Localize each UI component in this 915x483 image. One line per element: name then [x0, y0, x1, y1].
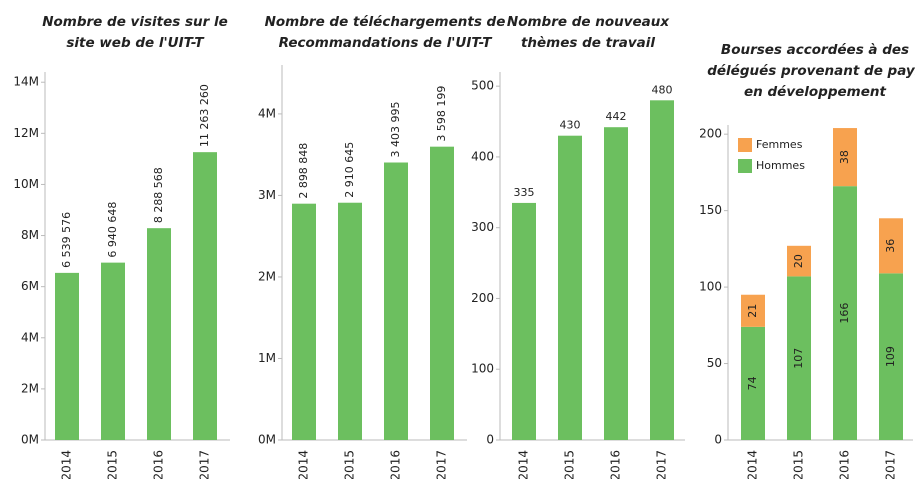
bar-segment	[741, 326, 765, 440]
x-tick-label: 2015	[792, 450, 806, 479]
bar	[55, 272, 79, 440]
value-label: 166	[838, 303, 851, 324]
value-label: 8 288 568	[152, 167, 165, 223]
y-tick-label: 6M	[21, 279, 39, 293]
value-label: 74	[746, 376, 759, 390]
bar-segment	[741, 294, 765, 327]
legend-swatch	[738, 138, 752, 152]
chart-title: Bourses accordées à des	[721, 42, 909, 58]
bar	[147, 228, 171, 440]
y-tick-label: 2M	[21, 381, 39, 395]
y-tick-label: 200	[699, 127, 722, 141]
x-tick-label: 2014	[517, 450, 531, 479]
legend-swatch	[738, 159, 752, 173]
legend-label: Femmes	[756, 138, 803, 151]
bar-segment	[879, 273, 903, 440]
value-label: 107	[792, 348, 805, 369]
y-tick-label: 500	[471, 79, 494, 93]
value-label: 3 598 199	[435, 86, 448, 142]
y-tick-label: 3M	[258, 188, 276, 202]
value-label: 430	[560, 119, 581, 132]
chart-title: site web de l'UIT-T	[66, 35, 205, 51]
bar	[430, 146, 454, 440]
y-tick-label: 50	[707, 356, 722, 370]
y-tick-label: 100	[699, 280, 722, 294]
y-tick-label: 300	[471, 220, 494, 234]
bar	[650, 100, 674, 441]
bar	[384, 162, 408, 440]
chart-title: Nombre de nouveaux	[507, 14, 671, 30]
value-label: 335	[514, 186, 535, 199]
value-label: 2 898 848	[297, 143, 310, 199]
x-tick-label: 2016	[609, 450, 623, 479]
x-tick-label: 2017	[884, 450, 898, 479]
y-tick-label: 4M	[21, 330, 39, 344]
chart-title: Recommandations de l'UIT-T	[279, 35, 494, 51]
value-label: 6 539 576	[60, 212, 73, 268]
x-tick-label: 2017	[655, 450, 669, 479]
bar	[292, 203, 316, 440]
bar-segment	[879, 218, 903, 274]
x-tick-label: 2014	[297, 450, 311, 479]
legend-label: Hommes	[756, 159, 805, 172]
y-tick-label: 2M	[258, 269, 276, 283]
chart-title: thèmes de travail	[521, 35, 655, 51]
y-tick-label: 14M	[13, 75, 39, 89]
y-tick-label: 400	[471, 149, 494, 163]
y-tick-label: 0M	[21, 433, 39, 447]
value-label: 36	[884, 239, 897, 253]
y-tick-label: 0	[714, 433, 722, 447]
y-tick-label: 1M	[258, 351, 276, 365]
y-tick-label: 4M	[258, 106, 276, 120]
y-tick-label: 0M	[258, 433, 276, 447]
x-tick-label: 2016	[389, 450, 403, 479]
x-tick-label: 2015	[106, 450, 120, 479]
y-tick-label: 150	[699, 203, 722, 217]
bar	[558, 135, 582, 440]
value-label: 3 403 995	[389, 102, 402, 158]
x-tick-label: 2017	[198, 450, 212, 479]
x-tick-label: 2015	[563, 450, 577, 479]
y-tick-label: 12M	[13, 126, 39, 140]
value-label: 21	[746, 304, 759, 318]
x-tick-label: 2016	[838, 450, 852, 479]
y-tick-label: 200	[471, 291, 494, 305]
x-tick-label: 2017	[435, 450, 449, 479]
chart-title: Nombre de téléchargements de	[265, 14, 506, 30]
value-label: 442	[606, 110, 627, 123]
bar	[338, 202, 362, 440]
x-tick-label: 2015	[343, 450, 357, 479]
y-tick-label: 8M	[21, 228, 39, 242]
bar-segment	[833, 128, 857, 187]
chart-title: Nombre de visites sur le	[42, 14, 228, 30]
y-tick-label: 0	[486, 433, 494, 447]
y-tick-label: 10M	[13, 177, 39, 191]
value-label: 38	[838, 150, 851, 164]
x-tick-label: 2014	[60, 450, 74, 479]
value-label: 20	[792, 254, 805, 268]
bar-segment	[787, 276, 811, 440]
chart-title: délégués provenant de pays	[707, 63, 915, 79]
bar	[512, 202, 536, 440]
value-label: 2 910 645	[343, 142, 356, 198]
value-label: 11 263 260	[198, 84, 211, 147]
bar-segment	[833, 186, 857, 440]
bar	[193, 152, 217, 440]
chart-title: en développement	[744, 84, 886, 100]
value-label: 480	[652, 83, 673, 96]
y-tick-label: 100	[471, 362, 494, 376]
bar-segment	[787, 245, 811, 277]
bar	[101, 262, 125, 440]
x-tick-label: 2014	[746, 450, 760, 479]
x-tick-label: 2016	[152, 450, 166, 479]
bar	[604, 127, 628, 440]
value-label: 109	[884, 346, 897, 367]
value-label: 6 940 648	[106, 202, 119, 258]
